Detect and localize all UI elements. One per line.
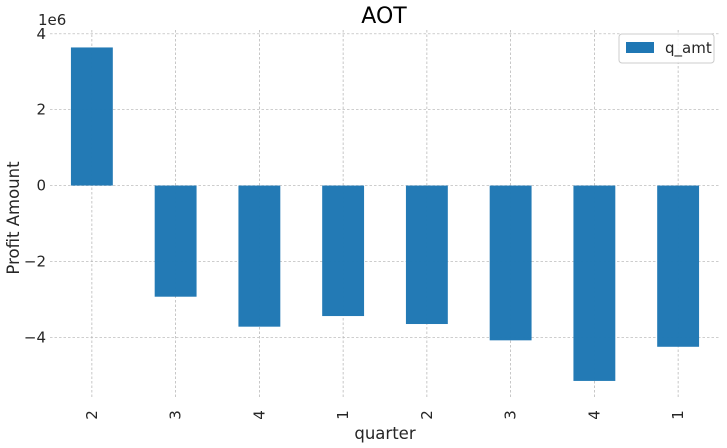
bar (489, 185, 532, 341)
chart-title: AOT (361, 4, 407, 29)
x-axis-label: quarter (354, 424, 415, 443)
y-tick-label: 2 (36, 101, 46, 119)
x-tick-label: 4 (250, 410, 268, 420)
y-tick-label: 4 (36, 25, 46, 43)
y-tick-label: 0 (36, 177, 46, 195)
bars (70, 47, 700, 381)
bar (657, 185, 700, 347)
x-tick-label: 3 (167, 410, 185, 420)
legend-label: q_amt (665, 39, 712, 58)
y-axis-ticks: −4 −2 0 2 4 (24, 25, 46, 347)
bar (322, 185, 365, 317)
x-tick-label: 1 (669, 410, 687, 420)
bar (405, 185, 448, 325)
y-tick-label: −2 (24, 252, 46, 270)
legend-swatch (626, 42, 654, 53)
x-tick-label: 4 (585, 410, 603, 420)
bar (238, 185, 281, 327)
legend-frame (618, 33, 715, 64)
x-tick-label: 3 (502, 410, 520, 420)
bar (573, 185, 616, 381)
x-axis-ticks: 2 3 4 1 2 3 4 1 (83, 410, 687, 420)
x-tick-label: 2 (83, 410, 101, 420)
y-tick-label: −4 (24, 328, 46, 346)
y-offset-text: 1e6 (38, 11, 66, 29)
x-tick-label: 2 (418, 410, 436, 420)
x-tick-label: 1 (334, 410, 352, 420)
grid (50, 30, 720, 398)
legend: q_amt (618, 33, 715, 64)
bar (70, 47, 113, 186)
bar (154, 185, 197, 297)
y-axis-label: Profit Amount (4, 161, 23, 275)
